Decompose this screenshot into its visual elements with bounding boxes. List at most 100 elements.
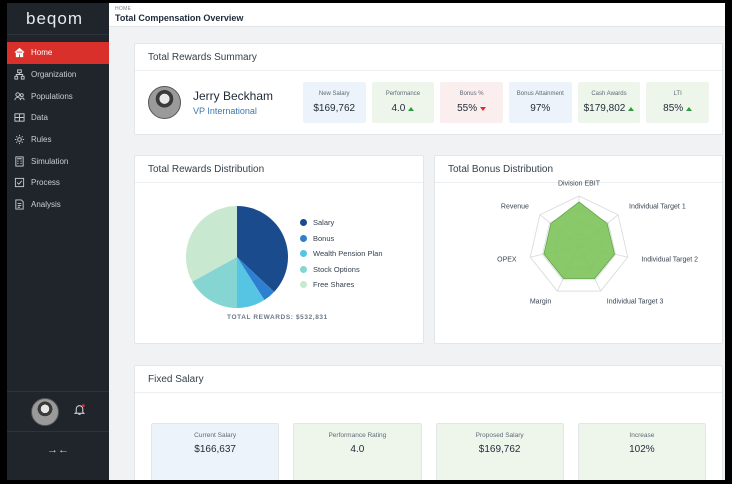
pie-slice-wealth-pension-plan[interactable] (237, 257, 265, 308)
legend-item[interactable]: Bonus (300, 231, 383, 247)
fixed-label: Performance Rating (328, 432, 387, 439)
stat-cash-awards: Cash Awards $179,802 (577, 82, 641, 123)
total-rewards-summary-card: Total Rewards Summary Jerry Beckham VP I… (134, 43, 723, 135)
fixed-value: 4.0 (350, 444, 365, 455)
legend-item[interactable]: Free Shares (300, 277, 383, 293)
fixed-label: Current Salary (194, 432, 237, 439)
trend-up-icon (628, 106, 635, 111)
radar-axis-label: Individual Target 3 (606, 298, 664, 306)
sidebar-item-organization[interactable]: Organization (7, 64, 109, 86)
stat-performance: Performance 4.0 (371, 82, 435, 123)
radar-axis-label: Division EBIT (557, 180, 601, 188)
bonus-radar-chart (529, 195, 629, 292)
radar-axis-label: Individual Target 2 (641, 256, 699, 264)
stat-label: LTI (673, 91, 682, 97)
main-content: HOME Total Compensation Overview Total R… (109, 3, 725, 480)
radar-series-area[interactable] (543, 201, 616, 279)
summary-body: Jerry Beckham VP International New Salar… (135, 71, 722, 134)
legend-label: Free Shares (313, 280, 355, 290)
avatar[interactable] (30, 397, 59, 426)
employee-avatar (148, 86, 181, 119)
sidebar-item-data[interactable]: Data (7, 107, 109, 129)
sidebar-item-label: Populations (31, 91, 73, 101)
sidebar-footer: →← (7, 391, 109, 468)
fixed-value: $166,637 (194, 444, 236, 455)
populations-icon (14, 91, 25, 102)
radar-axis-label: Margin (529, 298, 552, 306)
legend-item[interactable]: Salary (300, 215, 383, 231)
sidebar-item-label: Home (31, 48, 53, 58)
bell-icon[interactable] (73, 403, 86, 421)
legend-swatch (300, 234, 307, 242)
fixed-salary-card: Fixed Salary Current Salary $166,637 Perf… (134, 365, 723, 480)
fixed-proposed-salary: Proposed Salary $169,762 (435, 423, 564, 480)
pie-slice-stock-options[interactable] (192, 257, 237, 308)
card-title: Total Rewards Distribution (135, 156, 423, 183)
sidebar-item-simulation[interactable]: Simulation (7, 150, 109, 172)
stat-new-salary: New Salary $169,762 (302, 82, 366, 123)
topbar: HOME Total Compensation Overview (109, 3, 725, 27)
sidebar-item-label: Organization (31, 70, 77, 80)
collapse-icon: →← (47, 444, 69, 456)
fixed-salary-body: Current Salary $166,637 Performance Ratin… (135, 393, 722, 480)
pie-slice-bonus[interactable] (237, 257, 275, 301)
rewards-pie-chart (186, 206, 288, 308)
stat-label: Bonus % (459, 91, 484, 97)
trend-up-icon (686, 106, 693, 111)
radar-axis-label: Revenue (500, 203, 529, 211)
sidebar: beqom Home Organization Populations Data… (7, 3, 109, 480)
card-title: Total Bonus Distribution (435, 156, 722, 183)
stat-value: 85% (663, 103, 684, 114)
stat-bonus-attainment: Bonus Attainment 97% (508, 82, 572, 123)
legend-item[interactable]: Wealth Pension Plan (300, 246, 383, 262)
total-rewards-label: TOTAL REWARDS: $532,831 (227, 314, 328, 321)
home-icon (14, 47, 25, 58)
collapse-sidebar-button[interactable]: →← (7, 432, 109, 468)
stat-value: 97% (530, 103, 551, 114)
stat-bonus-percent: Bonus % 55% (440, 82, 503, 123)
pie-slice-salary[interactable] (237, 206, 288, 292)
sidebar-item-home[interactable]: Home (7, 42, 109, 64)
total-rewards-distribution-card: Total Rewards Distribution Salary Bonus We… (134, 155, 424, 344)
report-icon (14, 199, 25, 210)
radar-axis-label: OPEX (497, 256, 517, 264)
trend-down-icon (480, 106, 487, 111)
sidebar-nav: Home Organization Populations Data Rules… (7, 42, 109, 216)
sidebar-item-process[interactable]: Process (7, 172, 109, 194)
fixed-value: $169,762 (478, 444, 521, 455)
page-title: Total Compensation Overview (115, 13, 244, 23)
fixed-performance-rating: Performance Rating 4.0 (293, 423, 422, 480)
sidebar-item-label: Analysis (31, 200, 61, 210)
radar-grid-ring (542, 208, 616, 281)
sidebar-item-populations[interactable]: Populations (7, 85, 109, 107)
calculator-icon (14, 156, 25, 167)
legend-swatch (300, 281, 307, 289)
pie-legend: Salary Bonus Wealth Pension Plan Stock Opti… (300, 215, 383, 293)
sidebar-item-rules[interactable]: Rules (7, 129, 109, 151)
sidebar-item-label: Simulation (31, 156, 69, 166)
radar-axis-label: Individual Target 1 (629, 203, 686, 211)
legend-label: Bonus (313, 233, 335, 243)
fixed-increase: Increase 102% (577, 423, 706, 480)
employee-role: VP International (193, 106, 257, 116)
stat-lti: LTI 85% (646, 82, 709, 123)
radar-grid-ring (529, 195, 629, 292)
legend-swatch (300, 265, 307, 273)
stat-label: Cash Awards (591, 91, 627, 97)
data-icon (14, 112, 25, 123)
fixed-value: 102% (629, 444, 655, 455)
sidebar-item-label: Process (31, 178, 60, 188)
sidebar-item-analysis[interactable]: Analysis (7, 194, 109, 216)
breadcrumb[interactable]: HOME (115, 6, 132, 12)
pie-slice-free-shares[interactable] (186, 206, 237, 282)
app-frame: beqom Home Organization Populations Data… (7, 3, 725, 480)
logo[interactable]: beqom (7, 3, 109, 35)
legend-label: Salary (313, 218, 335, 228)
stat-value: $169,762 (313, 103, 356, 114)
fixed-label: Increase (629, 432, 655, 439)
legend-swatch (300, 219, 307, 227)
legend-label: Wealth Pension Plan (313, 249, 383, 259)
sidebar-item-label: Rules (31, 135, 52, 145)
stat-value: $179,802 (583, 103, 626, 114)
legend-item[interactable]: Stock Options (300, 262, 383, 278)
